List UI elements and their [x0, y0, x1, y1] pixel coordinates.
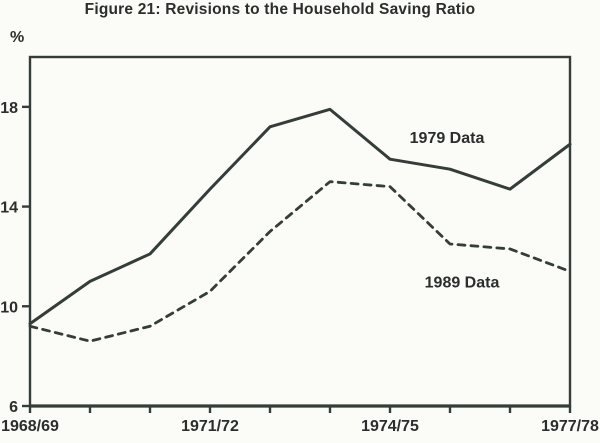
x-tick-label: 1971/72	[181, 418, 239, 435]
y-tick-label: 18	[0, 100, 18, 117]
y-axis-unit-label: %	[10, 29, 25, 46]
y-tick-label: 6	[9, 399, 18, 416]
y-tick-label: 14	[0, 200, 18, 217]
series-label-1979-data: 1979 Data	[410, 130, 485, 147]
x-tick-label: 1974/75	[361, 418, 419, 435]
chart-title: Figure 21: Revisions to the Household Sa…	[84, 1, 476, 18]
x-tick-label: 1977/78	[541, 418, 599, 435]
series-line-1989-data	[28, 180, 572, 343]
plot-frame	[28, 55, 572, 408]
x-tick-label: 1968/69	[1, 418, 59, 435]
series-line-1979-data	[28, 107, 572, 326]
y-tick-label: 10	[0, 299, 18, 316]
series-label-1989-data: 1989 Data	[425, 274, 500, 291]
